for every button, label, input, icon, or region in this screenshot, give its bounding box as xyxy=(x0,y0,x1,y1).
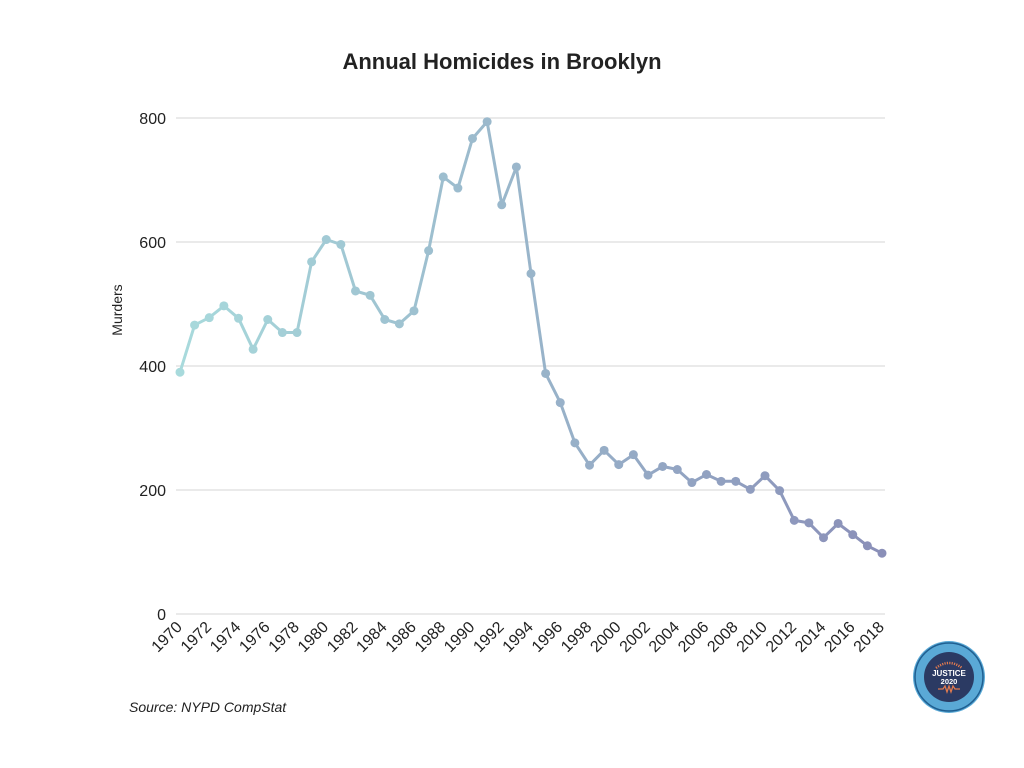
data-point xyxy=(190,320,200,330)
y-tick-label: 800 xyxy=(139,111,166,128)
data-point xyxy=(292,328,302,338)
data-point xyxy=(687,478,697,488)
data-point xyxy=(380,315,390,324)
data-point xyxy=(219,301,229,311)
data-point xyxy=(702,470,711,479)
x-tick-label: 1984 xyxy=(353,619,390,656)
data-point xyxy=(307,257,317,267)
data-point xyxy=(175,367,185,377)
x-tick-label: 1994 xyxy=(500,619,537,656)
y-tick-label: 400 xyxy=(139,359,166,376)
x-tick-label: 2014 xyxy=(792,619,829,656)
x-tick-label: 2018 xyxy=(851,619,888,656)
seal-line2: 2020 xyxy=(941,677,958,686)
x-tick-label: 1992 xyxy=(470,619,507,656)
seal-inner-disc xyxy=(924,652,974,702)
x-tick-label: 1980 xyxy=(295,619,332,656)
data-point xyxy=(438,172,448,182)
brooklyn-da-justice-2020-seal: JUSTICE 2020 xyxy=(912,640,986,714)
data-point xyxy=(643,470,653,480)
x-tick-label: 2008 xyxy=(704,619,741,656)
data-point xyxy=(248,344,258,354)
data-point xyxy=(775,486,785,496)
y-tick-labels: 0 200 400 600 800 xyxy=(139,111,166,624)
data-point xyxy=(731,476,741,486)
x-tick-labels: 1970197219741976197819801982198419861988… xyxy=(149,619,888,656)
y-axis-label: Murders xyxy=(109,284,125,335)
data-point xyxy=(234,313,243,323)
seal-line1: JUSTICE xyxy=(932,669,966,678)
y-tick-label: 600 xyxy=(139,235,166,252)
data-point xyxy=(263,315,273,324)
data-point xyxy=(570,438,580,448)
x-tick-label: 1974 xyxy=(207,619,244,656)
series-murders xyxy=(175,117,887,558)
data-point xyxy=(804,518,814,528)
chart-title: Annual Homicides in Brooklyn xyxy=(342,49,662,74)
x-tick-label: 1988 xyxy=(412,619,449,656)
data-point xyxy=(555,398,565,408)
data-point xyxy=(511,162,521,172)
data-point xyxy=(745,484,755,494)
x-tick-label: 1982 xyxy=(324,619,361,656)
data-point xyxy=(526,269,536,279)
data-point xyxy=(614,460,624,470)
x-tick-label: 1990 xyxy=(441,619,478,656)
x-tick-label: 1972 xyxy=(178,619,215,656)
data-point xyxy=(833,518,843,528)
x-tick-label: 2006 xyxy=(675,619,712,656)
data-point xyxy=(336,239,346,249)
data-point xyxy=(862,541,872,551)
data-point xyxy=(365,290,375,300)
x-tick-label: 1996 xyxy=(529,619,566,656)
data-point xyxy=(424,246,434,256)
x-tick-label: 1998 xyxy=(558,619,595,656)
x-tick-label: 2000 xyxy=(587,619,624,656)
data-point xyxy=(482,117,492,127)
data-point xyxy=(468,133,477,143)
data-point xyxy=(204,313,214,323)
data-point xyxy=(409,306,419,316)
seal-graphic: JUSTICE 2020 xyxy=(913,641,985,713)
data-point xyxy=(599,445,609,455)
data-point xyxy=(658,461,668,471)
data-point xyxy=(628,450,638,460)
data-point xyxy=(789,515,799,525)
data-point xyxy=(321,235,331,245)
x-tick-label: 2010 xyxy=(734,619,771,656)
x-tick-label: 1986 xyxy=(383,619,420,656)
x-tick-label: 2004 xyxy=(646,619,683,656)
x-tick-label: 1970 xyxy=(149,619,186,656)
data-point xyxy=(453,183,463,193)
data-point xyxy=(351,286,360,296)
data-point xyxy=(672,465,682,475)
data-point xyxy=(394,319,404,329)
data-point xyxy=(877,548,887,558)
x-tick-label: 2016 xyxy=(821,619,858,656)
gridlines xyxy=(176,117,885,615)
data-point xyxy=(716,476,726,486)
x-tick-label: 1978 xyxy=(266,619,303,656)
data-point xyxy=(497,200,507,210)
y-tick-label: 0 xyxy=(157,607,166,624)
y-tick-label: 200 xyxy=(139,483,166,500)
data-point xyxy=(819,533,828,543)
data-point xyxy=(277,328,287,338)
data-point xyxy=(585,460,594,470)
x-tick-label: 2012 xyxy=(763,619,800,656)
data-point xyxy=(541,368,551,378)
x-tick-label: 1976 xyxy=(236,619,273,656)
x-tick-label: 2002 xyxy=(617,619,654,656)
data-point xyxy=(760,471,770,481)
data-point xyxy=(848,530,858,540)
source-note: Source: NYPD CompStat xyxy=(129,699,287,715)
